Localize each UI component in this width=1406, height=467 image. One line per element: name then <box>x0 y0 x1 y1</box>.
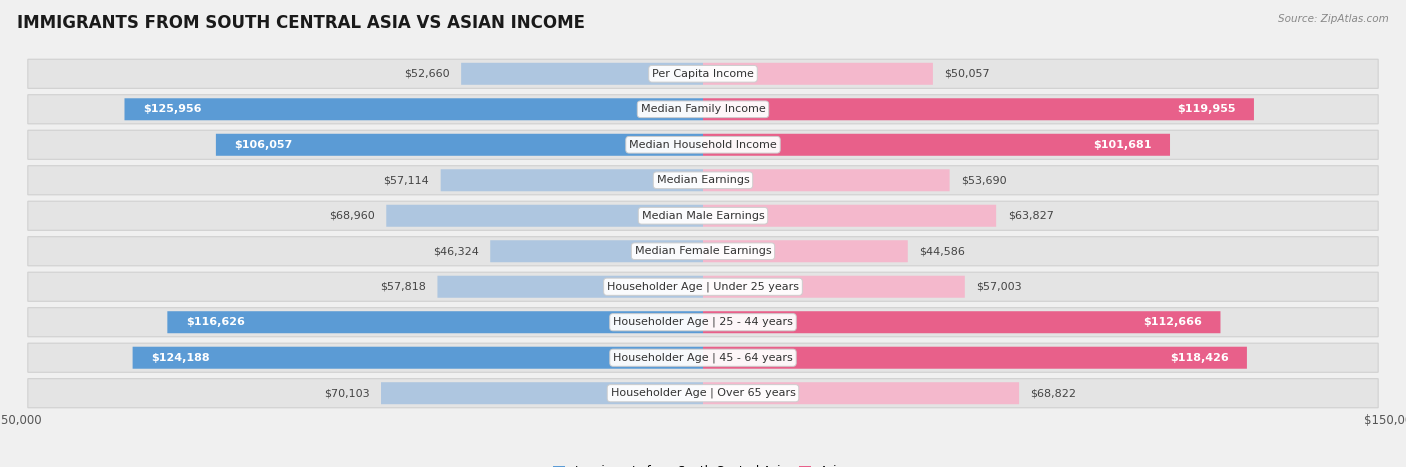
Text: $124,188: $124,188 <box>150 353 209 363</box>
Text: $46,324: $46,324 <box>433 246 479 256</box>
FancyBboxPatch shape <box>703 240 908 262</box>
Text: $63,827: $63,827 <box>1008 211 1053 221</box>
Text: Median Female Earnings: Median Female Earnings <box>634 246 772 256</box>
Text: $116,626: $116,626 <box>186 317 245 327</box>
FancyBboxPatch shape <box>28 379 1378 408</box>
FancyBboxPatch shape <box>703 311 1220 333</box>
FancyBboxPatch shape <box>28 95 1378 124</box>
Text: $118,426: $118,426 <box>1170 353 1229 363</box>
Text: $68,960: $68,960 <box>329 211 375 221</box>
Text: $112,666: $112,666 <box>1143 317 1202 327</box>
Text: $50,057: $50,057 <box>945 69 990 79</box>
FancyBboxPatch shape <box>387 205 703 227</box>
FancyBboxPatch shape <box>217 134 703 156</box>
Text: $101,681: $101,681 <box>1092 140 1152 150</box>
Text: IMMIGRANTS FROM SOUTH CENTRAL ASIA VS ASIAN INCOME: IMMIGRANTS FROM SOUTH CENTRAL ASIA VS AS… <box>17 14 585 32</box>
FancyBboxPatch shape <box>28 130 1378 159</box>
FancyBboxPatch shape <box>703 382 1019 404</box>
FancyBboxPatch shape <box>703 98 1254 120</box>
FancyBboxPatch shape <box>703 347 1247 369</box>
FancyBboxPatch shape <box>125 98 703 120</box>
Text: $57,818: $57,818 <box>380 282 426 292</box>
Text: $53,690: $53,690 <box>962 175 1007 185</box>
FancyBboxPatch shape <box>167 311 703 333</box>
FancyBboxPatch shape <box>28 166 1378 195</box>
FancyBboxPatch shape <box>28 59 1378 88</box>
Legend: Immigrants from South Central Asia, Asian: Immigrants from South Central Asia, Asia… <box>548 460 858 467</box>
FancyBboxPatch shape <box>28 237 1378 266</box>
FancyBboxPatch shape <box>703 63 934 85</box>
Text: $44,586: $44,586 <box>920 246 965 256</box>
FancyBboxPatch shape <box>703 205 997 227</box>
FancyBboxPatch shape <box>440 169 703 191</box>
FancyBboxPatch shape <box>437 276 703 298</box>
Text: Householder Age | 45 - 64 years: Householder Age | 45 - 64 years <box>613 353 793 363</box>
Text: Source: ZipAtlas.com: Source: ZipAtlas.com <box>1278 14 1389 24</box>
Text: Median Earnings: Median Earnings <box>657 175 749 185</box>
FancyBboxPatch shape <box>132 347 703 369</box>
FancyBboxPatch shape <box>28 308 1378 337</box>
Text: $68,822: $68,822 <box>1031 388 1077 398</box>
Text: $106,057: $106,057 <box>235 140 292 150</box>
Text: Median Household Income: Median Household Income <box>628 140 778 150</box>
FancyBboxPatch shape <box>703 169 949 191</box>
FancyBboxPatch shape <box>28 343 1378 372</box>
Text: $119,955: $119,955 <box>1177 104 1236 114</box>
Text: Householder Age | Under 25 years: Householder Age | Under 25 years <box>607 282 799 292</box>
Text: $52,660: $52,660 <box>404 69 450 79</box>
Text: $57,003: $57,003 <box>976 282 1022 292</box>
FancyBboxPatch shape <box>28 201 1378 230</box>
FancyBboxPatch shape <box>491 240 703 262</box>
FancyBboxPatch shape <box>381 382 703 404</box>
FancyBboxPatch shape <box>461 63 703 85</box>
Text: $57,114: $57,114 <box>384 175 429 185</box>
Text: Householder Age | 25 - 44 years: Householder Age | 25 - 44 years <box>613 317 793 327</box>
Text: Per Capita Income: Per Capita Income <box>652 69 754 79</box>
Text: Median Male Earnings: Median Male Earnings <box>641 211 765 221</box>
FancyBboxPatch shape <box>703 134 1170 156</box>
Text: $125,956: $125,956 <box>143 104 201 114</box>
FancyBboxPatch shape <box>28 272 1378 301</box>
Text: $70,103: $70,103 <box>323 388 370 398</box>
FancyBboxPatch shape <box>703 276 965 298</box>
Text: Householder Age | Over 65 years: Householder Age | Over 65 years <box>610 388 796 398</box>
Text: Median Family Income: Median Family Income <box>641 104 765 114</box>
